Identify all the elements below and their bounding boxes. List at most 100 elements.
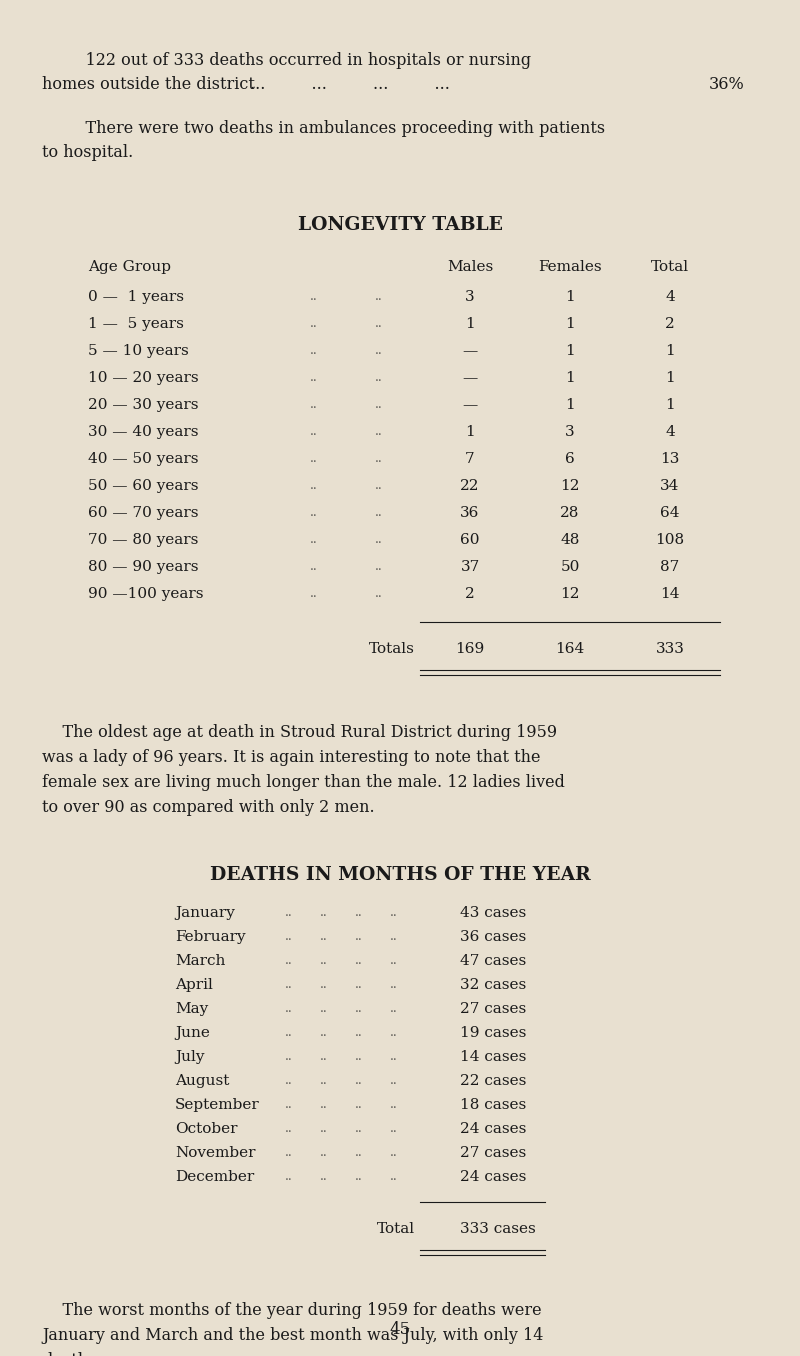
Text: 18 cases: 18 cases [460,1098,526,1112]
Text: 5 — 10 years: 5 — 10 years [88,344,189,358]
Text: 12: 12 [560,587,580,601]
Text: ..: .. [310,452,318,465]
Text: 13: 13 [660,452,680,466]
Text: ..: .. [285,906,293,919]
Text: ..: .. [310,290,318,302]
Text: ..: .. [310,533,318,546]
Text: ..: .. [390,1098,398,1111]
Text: Age Group: Age Group [88,260,171,274]
Text: ..: .. [320,906,328,919]
Text: 1: 1 [565,290,575,304]
Text: ..: .. [390,1002,398,1016]
Text: female sex are living much longer than the male. 12 ladies lived: female sex are living much longer than t… [42,774,565,791]
Text: 30 — 40 years: 30 — 40 years [88,424,198,439]
Text: 1: 1 [665,399,675,412]
Text: 43 cases: 43 cases [460,906,526,919]
Text: Total: Total [651,260,689,274]
Text: ..: .. [320,1074,328,1088]
Text: ..: .. [320,978,328,991]
Text: ..: .. [310,560,318,574]
Text: 333 cases: 333 cases [460,1222,536,1237]
Text: ..: .. [355,906,362,919]
Text: ..: .. [355,1002,362,1016]
Text: ..: .. [390,1050,398,1063]
Text: 1 —  5 years: 1 — 5 years [88,317,184,331]
Text: ..: .. [310,399,318,411]
Text: The oldest age at death in Stroud Rural District during 1959: The oldest age at death in Stroud Rural … [42,724,557,740]
Text: —: — [462,399,478,412]
Text: March: March [175,955,226,968]
Text: 122 out of 333 deaths occurred in hospitals or nursing: 122 out of 333 deaths occurred in hospit… [65,52,531,69]
Text: 27 cases: 27 cases [460,1002,526,1016]
Text: 164: 164 [555,641,585,656]
Text: ..: .. [375,290,382,302]
Text: June: June [175,1026,210,1040]
Text: 36 cases: 36 cases [460,930,526,944]
Text: 22 cases: 22 cases [460,1074,526,1088]
Text: 60: 60 [460,533,480,546]
Text: —: — [462,372,478,385]
Text: 14: 14 [660,587,680,601]
Text: ..: .. [285,1050,293,1063]
Text: ..: .. [355,1098,362,1111]
Text: 3: 3 [465,290,475,304]
Text: ..: .. [355,1026,362,1039]
Text: The worst months of the year during 1959 for deaths were: The worst months of the year during 1959… [42,1302,542,1319]
Text: 22: 22 [460,479,480,494]
Text: 70 — 80 years: 70 — 80 years [88,533,198,546]
Text: 1: 1 [565,317,575,331]
Text: April: April [175,978,213,993]
Text: ..: .. [320,930,328,942]
Text: 36%: 36% [710,76,745,94]
Text: ..: .. [285,1074,293,1088]
Text: ..: .. [310,424,318,438]
Text: 48: 48 [560,533,580,546]
Text: 10 — 20 years: 10 — 20 years [88,372,198,385]
Text: ..: .. [375,560,382,574]
Text: 87: 87 [660,560,680,574]
Text: ..: .. [390,1026,398,1039]
Text: 50: 50 [560,560,580,574]
Text: ..: .. [375,506,382,519]
Text: Females: Females [538,260,602,274]
Text: ..: .. [390,1146,398,1159]
Text: ..: .. [390,1121,398,1135]
Text: ..: .. [320,1026,328,1039]
Text: 4: 4 [665,290,675,304]
Text: 1: 1 [565,399,575,412]
Text: 169: 169 [455,641,485,656]
Text: 1: 1 [665,344,675,358]
Text: ..: .. [355,930,362,942]
Text: 1: 1 [465,317,475,331]
Text: ..: .. [390,1074,398,1088]
Text: 4: 4 [665,424,675,439]
Text: ..: .. [285,955,293,967]
Text: ..: .. [375,479,382,492]
Text: Males: Males [447,260,493,274]
Text: ..: .. [355,1050,362,1063]
Text: ..: .. [390,978,398,991]
Text: 24 cases: 24 cases [460,1170,526,1184]
Text: to over 90 as compared with only 2 men.: to over 90 as compared with only 2 men. [42,799,374,816]
Text: 64: 64 [660,506,680,519]
Text: to hospital.: to hospital. [42,144,134,161]
Text: May: May [175,1002,208,1016]
Text: ..: .. [375,587,382,599]
Text: 0 —  1 years: 0 — 1 years [88,290,184,304]
Text: 12: 12 [560,479,580,494]
Text: January and March and the best month was July, with only 14: January and March and the best month was… [42,1328,543,1344]
Text: 60 — 70 years: 60 — 70 years [88,506,198,519]
Text: ..: .. [375,424,382,438]
Text: 47 cases: 47 cases [460,955,526,968]
Text: ..: .. [375,452,382,465]
Text: ..: .. [375,372,382,384]
Text: 28: 28 [560,506,580,519]
Text: ..: .. [320,1098,328,1111]
Text: ..: .. [375,399,382,411]
Text: 333: 333 [655,641,685,656]
Text: 37: 37 [460,560,480,574]
Text: ..: .. [310,587,318,599]
Text: December: December [175,1170,254,1184]
Text: ..: .. [285,978,293,991]
Text: There were two deaths in ambulances proceeding with patients: There were two deaths in ambulances proc… [65,119,605,137]
